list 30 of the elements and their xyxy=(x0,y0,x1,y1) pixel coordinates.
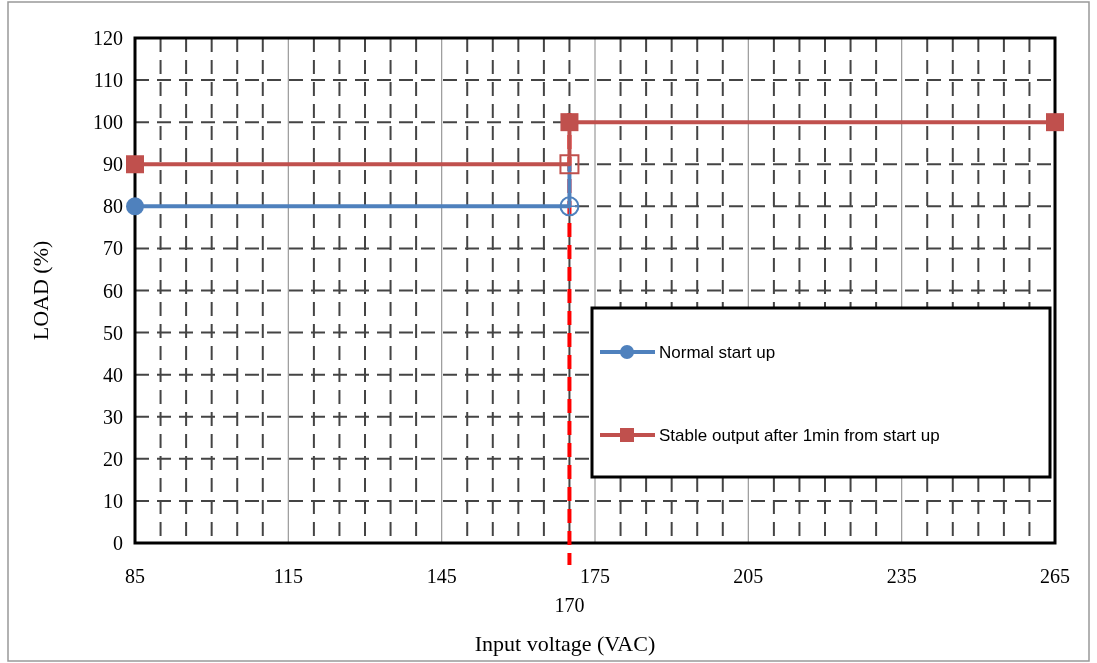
y-axis-title: LOAD (%) xyxy=(28,240,53,341)
y-tick-label: 70 xyxy=(103,237,123,260)
point xyxy=(126,197,144,216)
x-axis-title: Input voltage (VAC) xyxy=(474,631,656,656)
y-tick-label: 60 xyxy=(103,279,123,302)
point xyxy=(559,196,580,217)
x-tick-label: 115 xyxy=(273,565,303,587)
y-tick-label: 30 xyxy=(103,405,123,428)
y-tick-label: 50 xyxy=(103,321,123,344)
y-tick-label: 20 xyxy=(103,447,123,470)
y-tick-label: 10 xyxy=(103,489,123,512)
x-tick-label: 145 xyxy=(426,565,457,587)
y-tick-label: 0 xyxy=(113,532,123,554)
x-tick-label: 175 xyxy=(580,565,610,587)
y-tick-label: 110 xyxy=(93,69,123,92)
legend-label: Stable output after 1min from start up xyxy=(659,425,940,445)
ref-line-label: 170 xyxy=(554,594,585,616)
x-tick-label: 235 xyxy=(886,565,917,587)
y-tick-label: 120 xyxy=(93,27,123,49)
point xyxy=(126,155,144,174)
y-tick-label: 80 xyxy=(103,195,123,218)
x-tick-label: 205 xyxy=(733,565,764,587)
point xyxy=(560,113,579,132)
legend-label: Normal start up xyxy=(659,342,776,362)
x-tick-label: 85 xyxy=(125,565,145,587)
y-tick-label: 100 xyxy=(93,111,123,134)
y-tick-label: 40 xyxy=(103,363,123,386)
x-tick-label: 265 xyxy=(1040,565,1070,587)
y-tick-label: 90 xyxy=(103,153,123,176)
point xyxy=(1046,113,1064,132)
